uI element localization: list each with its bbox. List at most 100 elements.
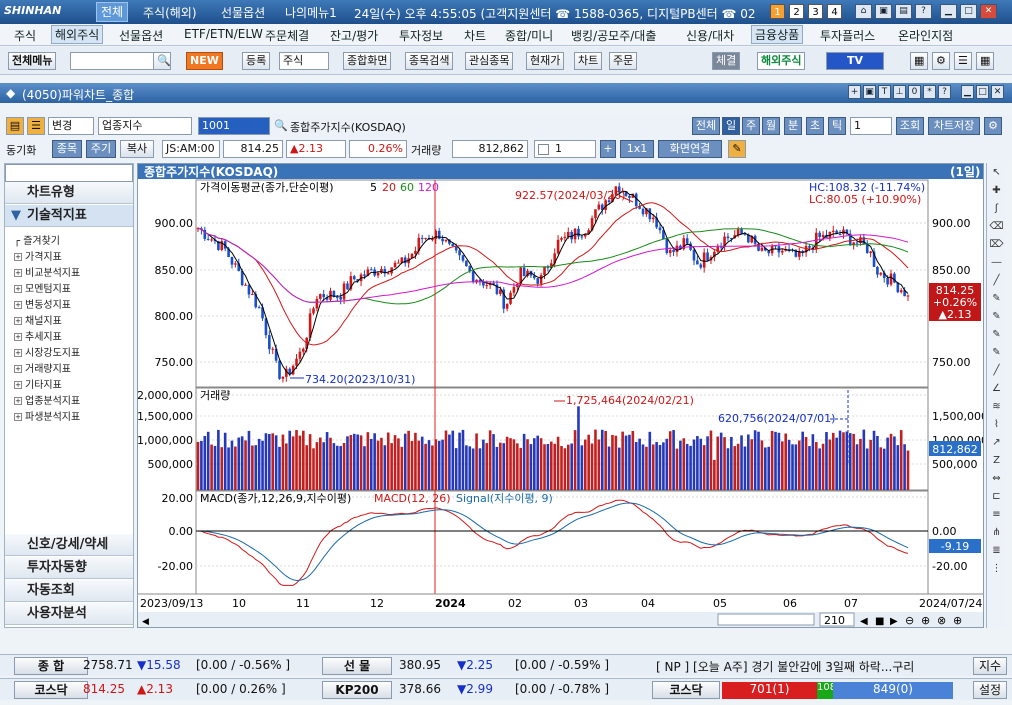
sector-select[interactable]: 업종지수 <box>98 117 192 135</box>
tree-other[interactable]: + 기타지표 <box>14 380 62 391</box>
menu-credit[interactable]: 신용/대차 <box>686 29 735 43</box>
window-help-icon[interactable]: ? <box>938 85 951 99</box>
search-icon[interactable]: 🔍 <box>274 119 288 132</box>
watchlist-button[interactable]: 관심종목 <box>465 52 514 70</box>
menu-chart[interactable]: 차트 <box>464 29 487 43</box>
brush4-icon[interactable]: ✎ <box>992 347 1001 358</box>
period-all[interactable]: 전체 <box>692 117 720 135</box>
period-minute[interactable]: 분 <box>784 117 802 135</box>
fibo3-icon[interactable]: ⋮ <box>991 563 1002 574</box>
investor-trend-tab[interactable]: 투자자동향 <box>5 557 133 579</box>
window-star-icon[interactable]: * <box>923 85 936 99</box>
sync-period-button[interactable]: 주기 <box>86 140 116 158</box>
period-day[interactable]: 일 <box>722 117 740 135</box>
trendline-icon[interactable]: ╱ <box>993 275 1000 286</box>
screen-2-button[interactable]: 2 <box>789 4 804 19</box>
brush3-icon[interactable]: ✎ <box>992 329 1001 340</box>
grid-small-icon[interactable]: ▦ <box>976 52 994 70</box>
help-icon[interactable]: ? <box>915 4 932 19</box>
minimize-icon[interactable]: ▁ <box>940 4 957 19</box>
chart-area[interactable]: 종합주가지수(KOSDAQ) (1일) 가격이동평균(종가,단순이평) 5 20… <box>137 163 984 628</box>
tree-volatility[interactable]: + 변동성지표 <box>14 300 71 311</box>
add-chart-button[interactable]: + <box>600 140 616 158</box>
angle-icon[interactable]: ∠ <box>992 383 1001 394</box>
window-close-icon[interactable]: ✕ <box>991 85 1004 99</box>
chart-type-tab[interactable]: 차트유형 <box>5 182 133 204</box>
menu-my-menu[interactable]: 나의메뉴1 <box>285 6 337 20</box>
settings-gear-icon[interactable]: ⚙ <box>984 117 1002 135</box>
list-view-icon[interactable]: ☰ <box>27 117 45 135</box>
grid-icon[interactable]: ▦ <box>910 52 928 70</box>
change-select[interactable]: 변경 <box>48 117 94 135</box>
user-analysis-tab[interactable]: 사용자분석 <box>5 603 133 625</box>
menu-futures-options[interactable]: 선물옵션 <box>221 6 266 20</box>
tree-sector[interactable]: + 업종분석지표 <box>14 396 81 407</box>
tree-derivative[interactable]: + 파생분석지표 <box>14 412 81 423</box>
menu-order[interactable]: 주문체결 <box>265 29 310 43</box>
menu-stock[interactable]: 주식 <box>14 29 37 43</box>
settings-button[interactable]: 설정 <box>973 681 1007 699</box>
news-ticker[interactable]: [ NP ] [오늘 A주] 경기 불안감에 3일째 하락...구리 <box>656 660 915 674</box>
tech-indicator-tab[interactable]: ▼ 기술적지표 <box>5 205 133 227</box>
screen-link-button[interactable]: 화면연결 <box>658 140 722 158</box>
all-menu-button[interactable]: 전체메뉴 <box>8 52 57 70</box>
fan-icon[interactable]: ⋔ <box>992 527 1001 538</box>
menu-online-branch[interactable]: 온라인지점 <box>898 29 954 43</box>
lock-icon[interactable]: ▣ <box>875 4 892 19</box>
print-icon[interactable]: ▤ <box>895 4 912 19</box>
signal-tab[interactable]: 신호/강세/약세 <box>5 534 133 556</box>
fibo-icon[interactable]: ≡ <box>992 509 1001 520</box>
list-icon[interactable]: ☰ <box>954 52 972 70</box>
tree-channel[interactable]: + 채널지표 <box>14 316 62 327</box>
z-icon[interactable]: Z <box>993 455 1000 466</box>
menu-mini[interactable]: 종합/미니 <box>505 29 554 43</box>
sync-stock-button[interactable]: 종목 <box>52 140 82 158</box>
period-month[interactable]: 월 <box>762 117 780 135</box>
menu-banking[interactable]: 뱅킹/공모주/대출 <box>571 29 657 43</box>
menu-balance[interactable]: 잔고/평가 <box>330 29 379 43</box>
menu-invest-info[interactable]: 투자정보 <box>399 29 444 43</box>
tree-market-strength[interactable]: + 시장강도지표 <box>14 348 81 359</box>
indicator-search-input[interactable] <box>5 164 133 182</box>
layout-1x1-button[interactable]: 1x1 <box>620 140 654 158</box>
window-t-icon[interactable]: T <box>878 85 891 99</box>
magnet-icon[interactable]: ʃ <box>994 203 999 214</box>
window-maximize-icon[interactable]: □ <box>976 85 989 99</box>
zigzag-icon[interactable]: ⌇ <box>994 419 999 430</box>
home-icon[interactable]: ⌂ <box>855 4 872 19</box>
index-button[interactable]: 지수 <box>973 657 1007 675</box>
period-week[interactable]: 주 <box>742 117 760 135</box>
menu-invest-plus[interactable]: 투자플러스 <box>820 29 876 43</box>
menu-etf[interactable]: ETF/ETN/ELW <box>184 27 263 41</box>
brush2-icon[interactable]: ✎ <box>992 311 1001 322</box>
cross-icon[interactable]: ✚ <box>992 185 1001 196</box>
period-second[interactable]: 초 <box>806 117 824 135</box>
tree-volume[interactable]: + 거래량지표 <box>14 364 71 375</box>
tree-trend[interactable]: + 추세지표 <box>14 332 62 343</box>
menu-financial[interactable]: 금융상품 <box>751 25 804 44</box>
fibo2-icon[interactable]: ≣ <box>992 545 1001 556</box>
menu-search-input[interactable] <box>70 52 160 70</box>
hline-icon[interactable]: ― <box>991 257 1002 268</box>
stock-search-button[interactable]: 종목검색 <box>405 52 454 70</box>
new-badge[interactable]: NEW <box>186 52 223 70</box>
menu-stock-overseas[interactable]: 주식(해외) <box>143 6 197 20</box>
sync-copy-button[interactable]: 복사 <box>120 140 154 158</box>
tree-favorites[interactable]: ┌ 즐겨찾기 <box>14 236 61 247</box>
bracket-icon[interactable]: ⊏ <box>992 491 1001 502</box>
chart-count-select[interactable]: 1 <box>534 140 596 158</box>
stock-type-select[interactable]: 주식 <box>279 52 329 70</box>
register-button[interactable]: 등록 <box>242 52 271 70</box>
overview-button[interactable]: 종합화면 <box>343 52 392 70</box>
overseas-stock-button[interactable]: 해외주식 <box>757 52 806 70</box>
auto-inquiry-tab[interactable]: 자동조회 <box>5 580 133 602</box>
tree-compare[interactable]: + 비교분석지표 <box>14 268 81 279</box>
code-input[interactable]: 1001 <box>198 117 270 135</box>
cursor-icon[interactable]: ↖ <box>992 167 1001 178</box>
chart-button[interactable]: 차트 <box>574 52 603 70</box>
search-icon[interactable]: 🔍 <box>153 52 171 70</box>
layout-icon[interactable]: ▤ <box>6 117 24 135</box>
close-icon[interactable]: ✕ <box>980 4 997 19</box>
brush-icon[interactable]: ✎ <box>992 293 1001 304</box>
maximize-icon[interactable]: □ <box>960 4 977 19</box>
